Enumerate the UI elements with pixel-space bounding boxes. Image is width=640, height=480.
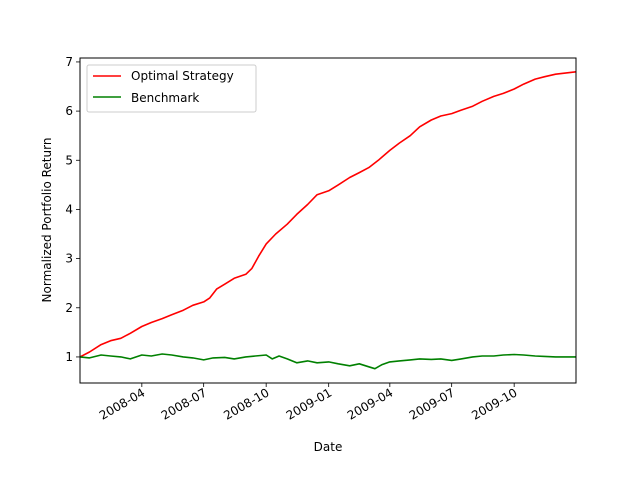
legend-label-optimal-strategy: Optimal Strategy xyxy=(131,69,234,83)
x-tick-label: 2008-10 xyxy=(221,385,271,422)
plot-lines xyxy=(79,71,577,370)
y-tick-label: 3 xyxy=(65,252,73,266)
series-line-optimal-strategy xyxy=(79,71,577,358)
x-tick-label: 2008-07 xyxy=(159,385,209,422)
legend: Optimal Strategy Benchmark xyxy=(86,64,257,113)
y-tick-label: 2 xyxy=(65,301,73,315)
y-tick-label: 1 xyxy=(65,350,73,364)
y-tick-label: 6 xyxy=(65,104,73,118)
y-axis-label: Normalized Portfolio Return xyxy=(40,138,54,303)
x-tick-label: 2009-01 xyxy=(284,385,334,422)
y-axis-ticks: 1 2 3 4 5 6 7 xyxy=(65,55,80,364)
legend-box xyxy=(86,64,257,113)
x-tick-label: 2009-04 xyxy=(345,385,395,422)
x-tick-label: 2009-10 xyxy=(469,385,519,422)
plot-frame xyxy=(79,57,577,384)
series-line-benchmark xyxy=(79,353,576,370)
y-tick-label: 5 xyxy=(65,153,73,167)
x-tick-label: 2009-07 xyxy=(407,385,457,422)
x-axis-ticks: 2008-04 2008-07 2008-10 2009-01 2009-04 2009-… xyxy=(97,383,520,423)
x-axis-label: Date xyxy=(314,440,343,454)
legend-label-benchmark: Benchmark xyxy=(131,91,199,105)
y-tick-label: 4 xyxy=(65,202,73,216)
y-tick-label: 7 xyxy=(65,55,73,69)
x-tick-label: 2008-04 xyxy=(97,385,147,422)
